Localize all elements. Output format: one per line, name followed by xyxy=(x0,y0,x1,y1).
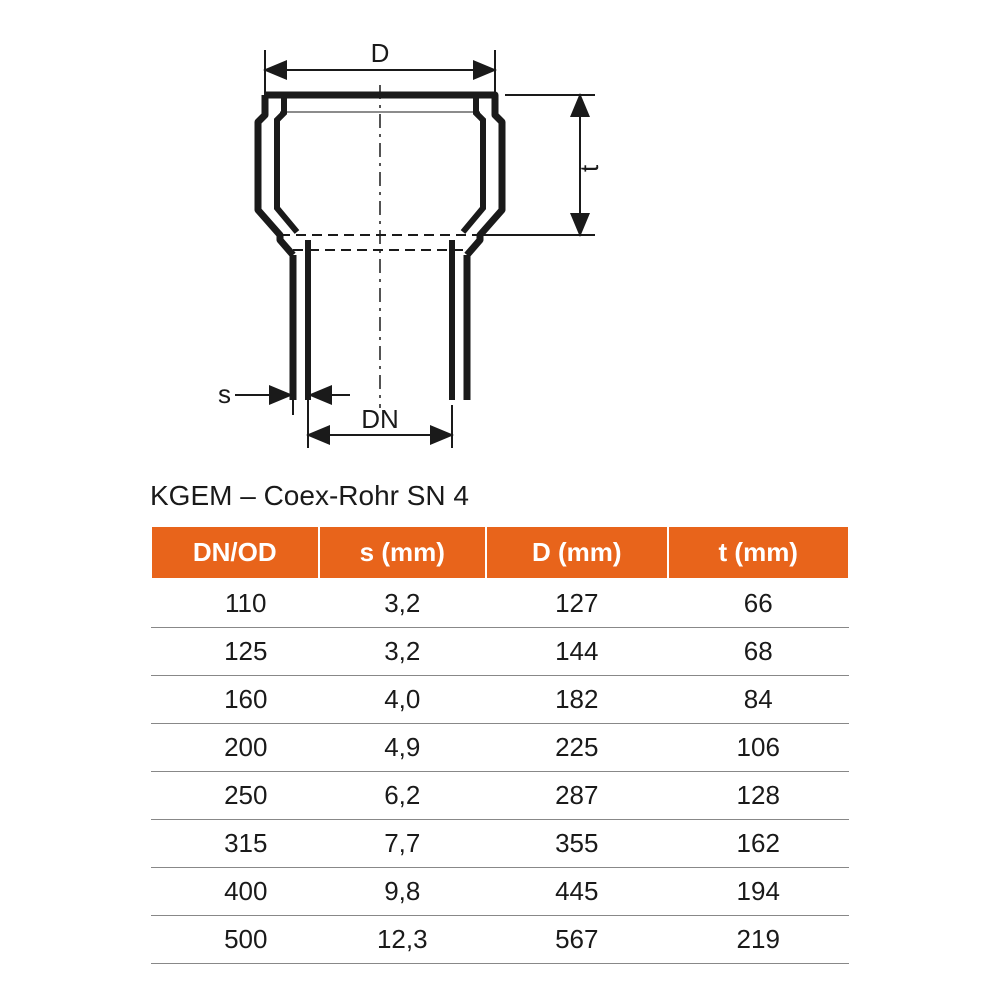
table-cell: 315 xyxy=(151,820,319,868)
table-cell: 66 xyxy=(668,579,850,628)
col-header-d: D (mm) xyxy=(486,526,667,579)
table-cell: 160 xyxy=(151,676,319,724)
table-cell: 3,2 xyxy=(319,579,487,628)
table-cell: 4,9 xyxy=(319,724,487,772)
table-cell: 500 xyxy=(151,916,319,964)
pipe-svg: D t s DN xyxy=(180,40,700,450)
table-cell: 6,2 xyxy=(319,772,487,820)
table-cell: 567 xyxy=(486,916,667,964)
table-cell: 125 xyxy=(151,628,319,676)
table-cell: 106 xyxy=(668,724,850,772)
dim-label-t: t xyxy=(574,164,604,172)
table-cell: 219 xyxy=(668,916,850,964)
table-cell: 200 xyxy=(151,724,319,772)
table-cell: 9,8 xyxy=(319,868,487,916)
table-row: 3157,7355162 xyxy=(151,820,849,868)
table-cell: 4,0 xyxy=(319,676,487,724)
table-title: KGEM – Coex-Rohr SN 4 xyxy=(150,480,469,512)
table-row: 2506,2287128 xyxy=(151,772,849,820)
table-row: 1103,212766 xyxy=(151,579,849,628)
pipe-technical-diagram: D t s DN xyxy=(180,40,700,450)
table-cell: 3,2 xyxy=(319,628,487,676)
table-row: 4009,8445194 xyxy=(151,868,849,916)
table-header-row: DN/OD s (mm) D (mm) t (mm) xyxy=(151,526,849,579)
dim-label-DN: DN xyxy=(361,404,399,434)
table-cell: 84 xyxy=(668,676,850,724)
table-cell: 250 xyxy=(151,772,319,820)
table-row: 2004,9225106 xyxy=(151,724,849,772)
table-cell: 7,7 xyxy=(319,820,487,868)
dim-label-s: s xyxy=(218,379,231,409)
table-cell: 194 xyxy=(668,868,850,916)
table-cell: 445 xyxy=(486,868,667,916)
table-cell: 162 xyxy=(668,820,850,868)
spec-table: DN/OD s (mm) D (mm) t (mm) 1103,21276612… xyxy=(150,525,850,964)
col-header-dn: DN/OD xyxy=(151,526,319,579)
table-cell: 287 xyxy=(486,772,667,820)
dim-label-D: D xyxy=(371,40,390,68)
table-cell: 128 xyxy=(668,772,850,820)
table-cell: 144 xyxy=(486,628,667,676)
col-header-t: t (mm) xyxy=(668,526,850,579)
table-cell: 182 xyxy=(486,676,667,724)
table-cell: 110 xyxy=(151,579,319,628)
table-cell: 355 xyxy=(486,820,667,868)
table-cell: 12,3 xyxy=(319,916,487,964)
table-row: 1604,018284 xyxy=(151,676,849,724)
table-row: 50012,3567219 xyxy=(151,916,849,964)
col-header-s: s (mm) xyxy=(319,526,487,579)
table-cell: 400 xyxy=(151,868,319,916)
table-cell: 68 xyxy=(668,628,850,676)
table-cell: 127 xyxy=(486,579,667,628)
table-row: 1253,214468 xyxy=(151,628,849,676)
table-cell: 225 xyxy=(486,724,667,772)
